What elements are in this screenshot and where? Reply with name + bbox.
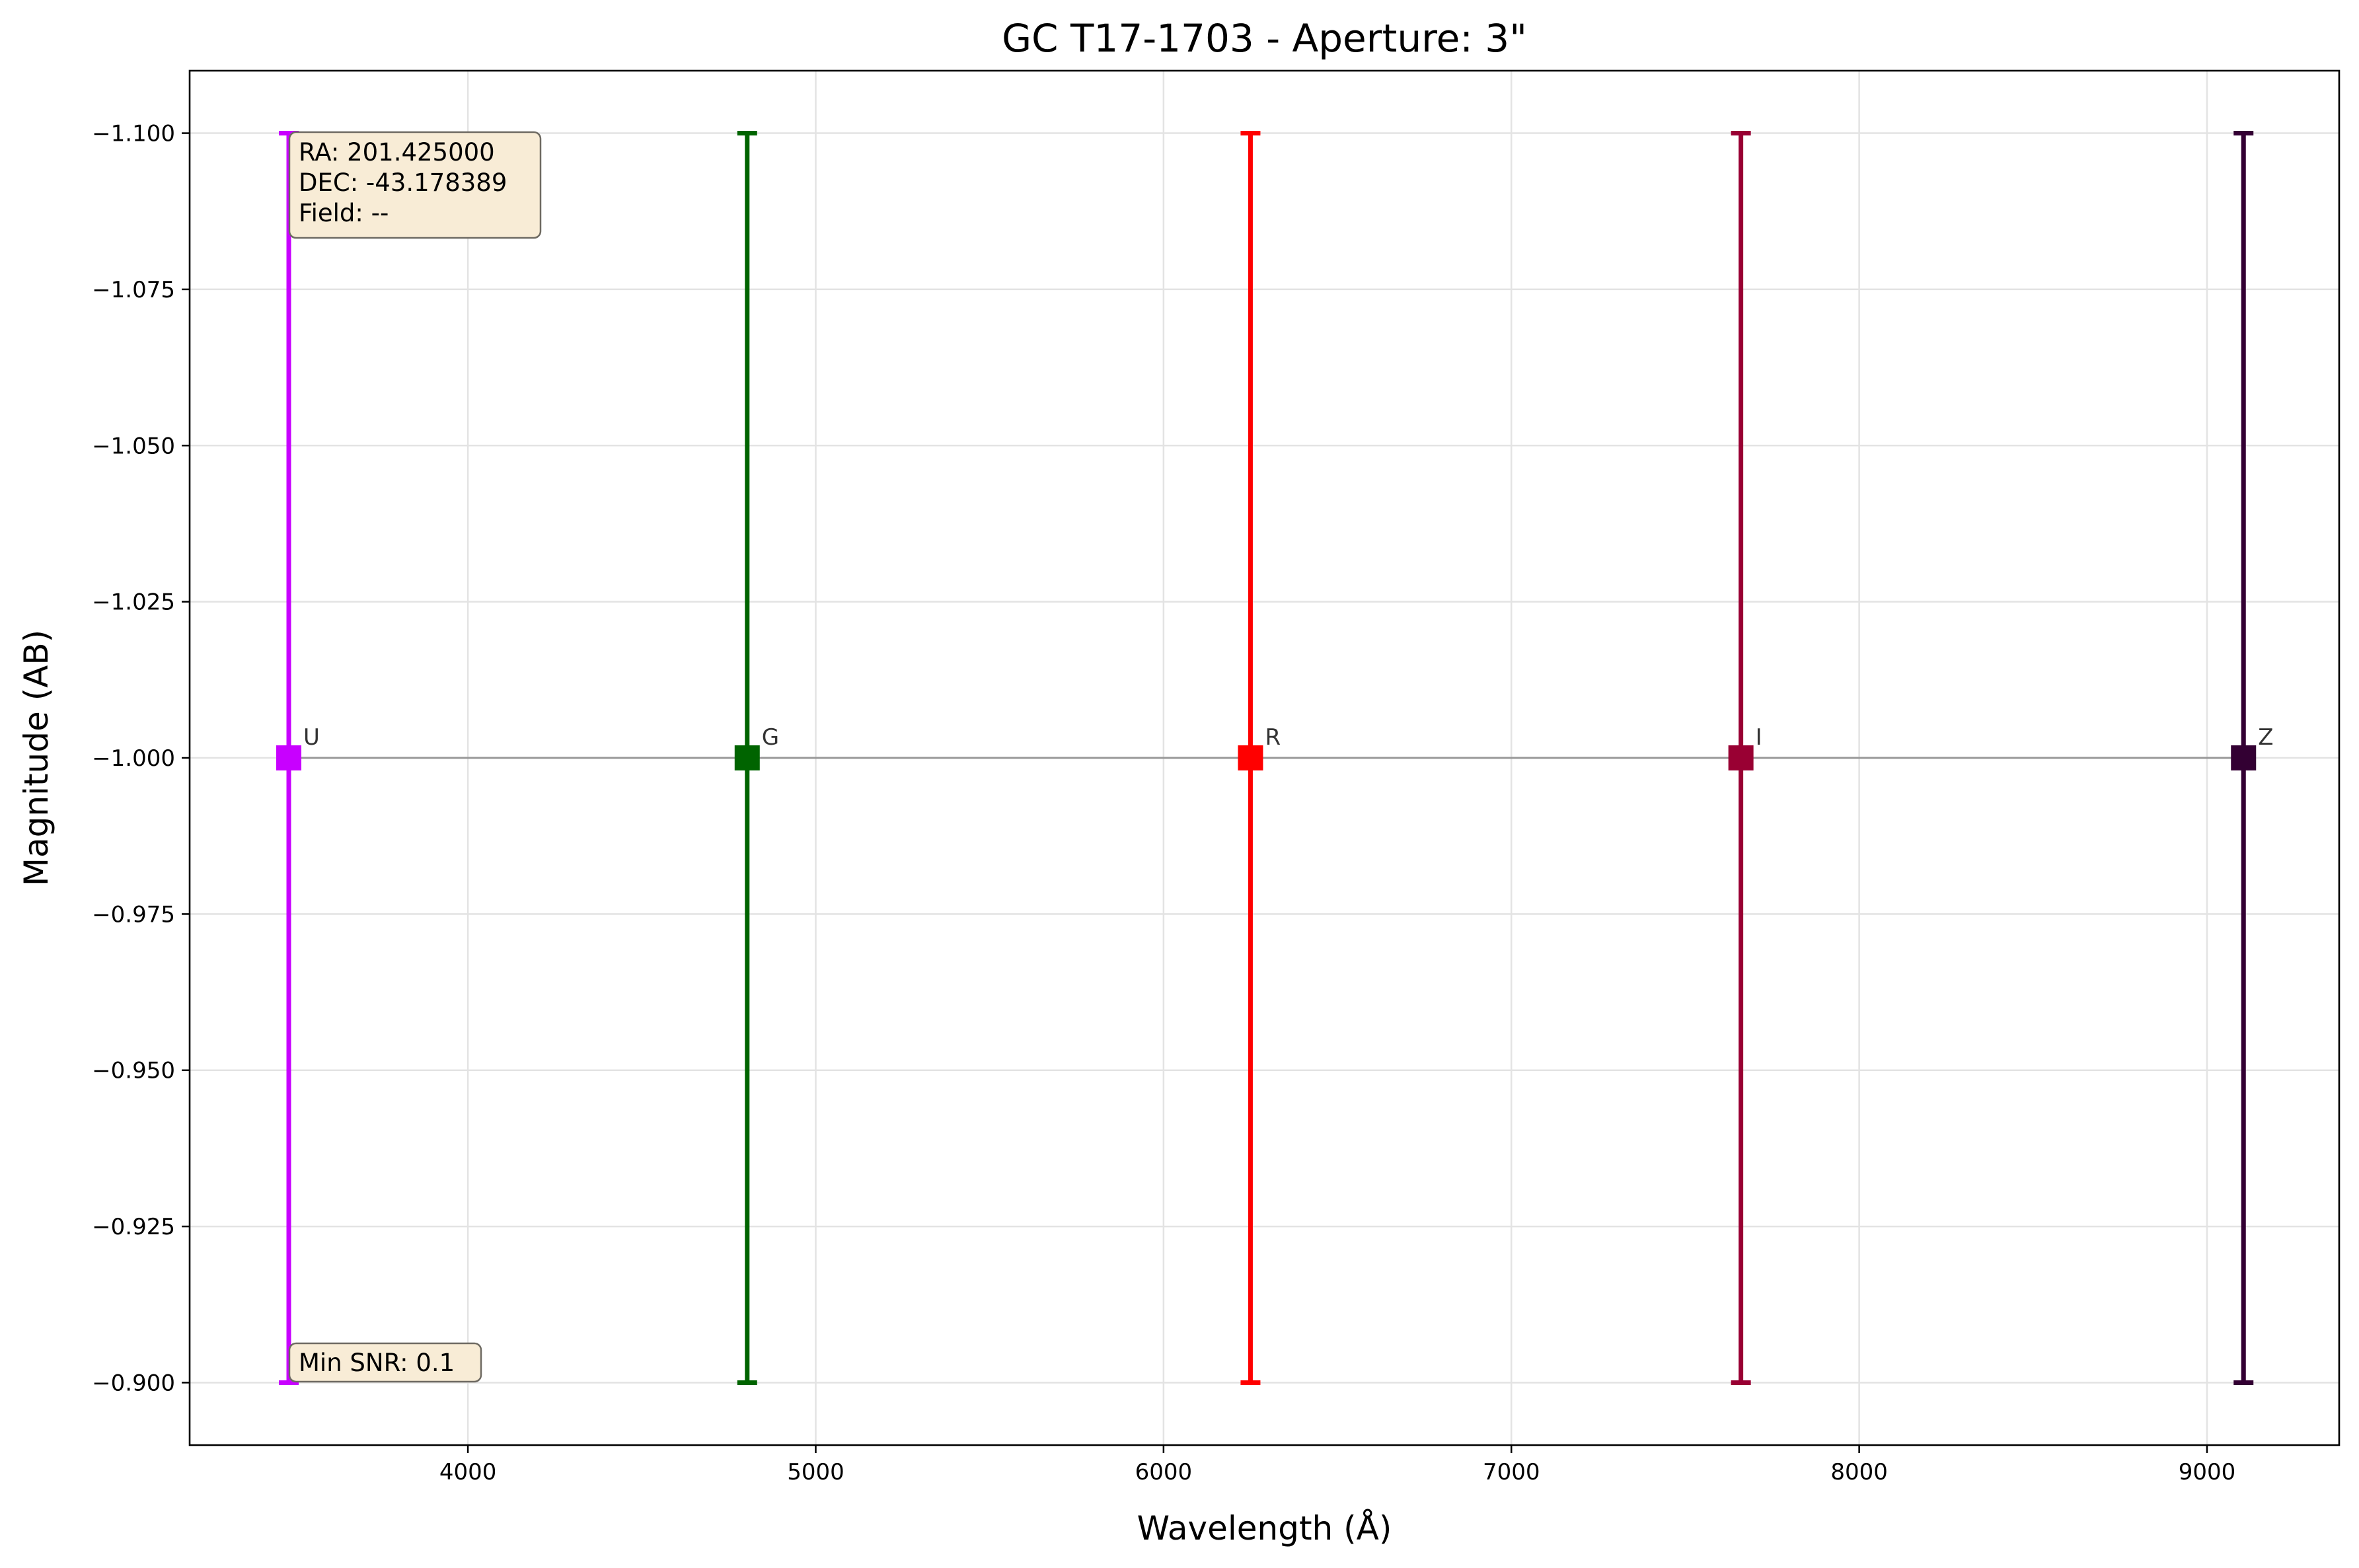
marker-group — [276, 745, 2257, 770]
marker-u — [276, 745, 302, 770]
y-tick-label: −1.025 — [92, 589, 175, 616]
chart-title: GC T17-1703 - Aperture: 3" — [1002, 16, 1527, 61]
info-box-background — [288, 131, 542, 239]
x-axis-ticks: 4000 5000 6000 7000 8000 9000 — [439, 1445, 2235, 1485]
x-tick-label: 4000 — [439, 1459, 497, 1485]
info-box: RA: 201.425000 DEC: -43.178389 Field: -- — [288, 131, 542, 239]
snr-text: Min SNR: 0.1 — [299, 1349, 455, 1377]
y-tick-label: −1.075 — [92, 277, 175, 303]
y-axis-title: Magnitude (AB) — [17, 630, 56, 886]
y-tick-label: −1.100 — [92, 121, 175, 147]
snr-box: Min SNR: 0.1 — [288, 1342, 482, 1383]
x-tick-label: 9000 — [2179, 1459, 2236, 1485]
y-tick-label: −1.050 — [92, 433, 175, 459]
marker-g — [734, 745, 760, 770]
x-tick-label: 7000 — [1483, 1459, 1540, 1485]
marker-r — [1238, 745, 1263, 770]
x-tick-label: 8000 — [1830, 1459, 1888, 1485]
band-label-g: G — [762, 724, 779, 751]
y-tick-label: −1.000 — [92, 745, 175, 772]
band-label-i: I — [1756, 724, 1762, 751]
y-tick-label: −0.950 — [92, 1058, 175, 1084]
y-tick-label: −0.900 — [92, 1370, 175, 1396]
info-field: Field: -- — [299, 199, 389, 227]
band-label-z: Z — [2258, 724, 2273, 751]
marker-i — [1728, 745, 1754, 770]
x-tick-label: 6000 — [1135, 1459, 1193, 1485]
y-axis-ticks: −1.100 −1.075 −1.050 −1.025 −1.000 −0.975 −0.9… — [92, 121, 190, 1396]
y-tick-label: −0.975 — [92, 901, 175, 928]
band-label-r: R — [1265, 724, 1281, 751]
x-tick-label: 5000 — [787, 1459, 844, 1485]
snr-box-background — [288, 1342, 482, 1383]
band-label-u: U — [303, 724, 320, 751]
info-dec: DEC: -43.178389 — [299, 168, 507, 197]
y-tick-label: −0.925 — [92, 1214, 175, 1240]
x-axis-title: Wavelength (Å) — [1137, 1509, 1392, 1548]
info-ra: RA: 201.425000 — [299, 138, 495, 167]
marker-z — [2231, 745, 2257, 770]
